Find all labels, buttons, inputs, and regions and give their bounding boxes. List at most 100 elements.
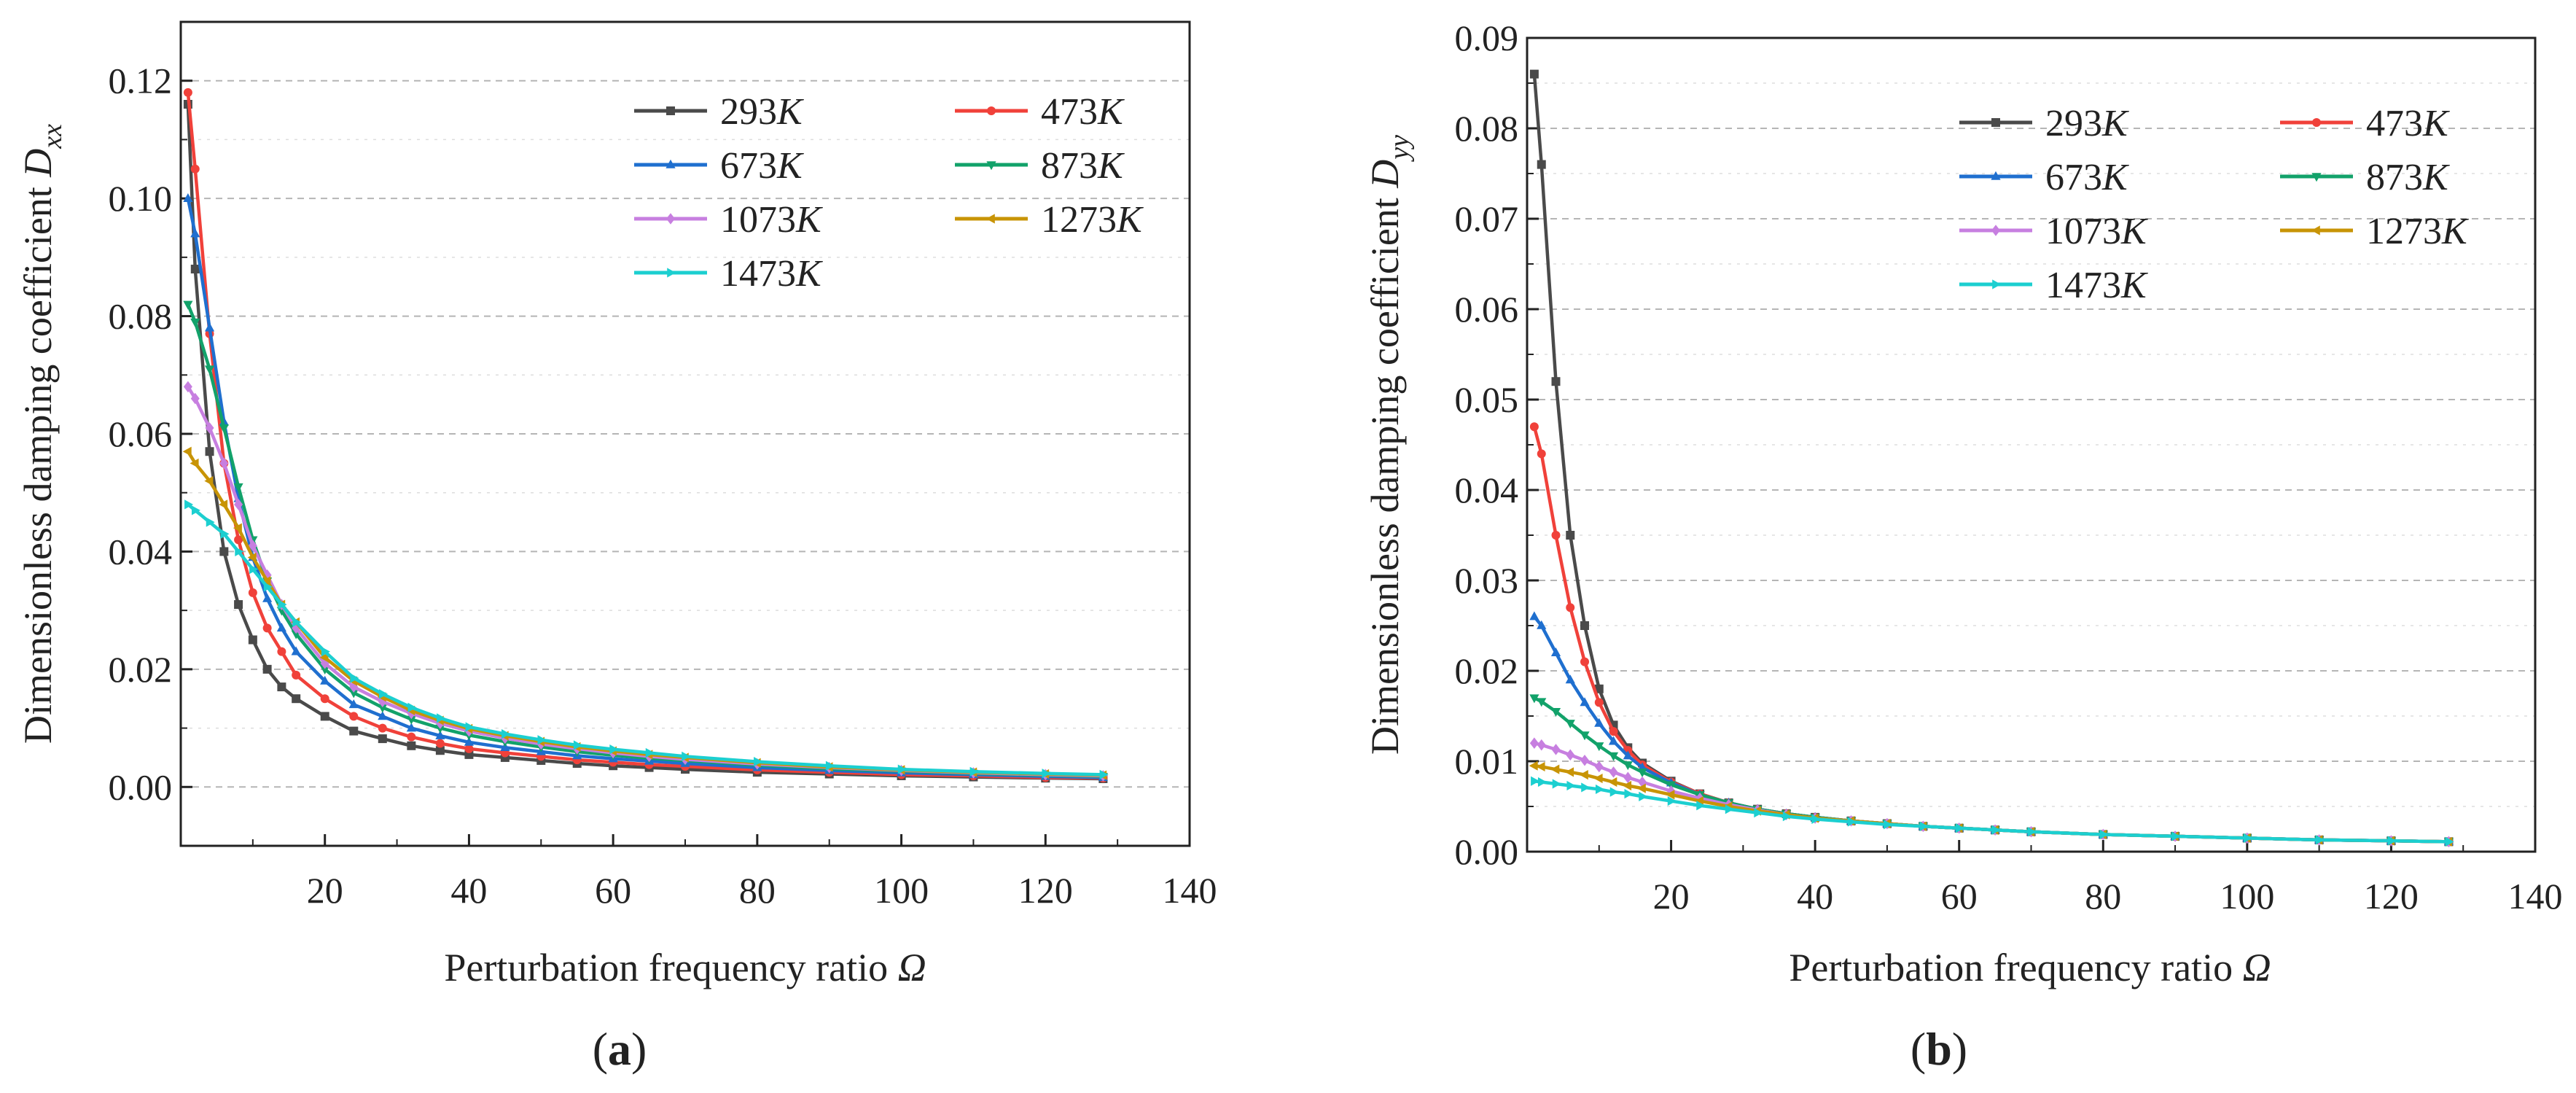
data-point xyxy=(234,600,243,610)
data-point xyxy=(464,736,475,746)
series-line-293K xyxy=(1532,74,2449,844)
series-1473K xyxy=(1531,776,2454,847)
data-point xyxy=(263,582,273,592)
x-tick-label: 120 xyxy=(2364,876,2419,917)
data-point xyxy=(379,689,388,699)
data-point xyxy=(1565,720,1575,729)
data-point xyxy=(1580,754,1590,766)
data-point xyxy=(1595,784,1604,795)
data-point xyxy=(249,564,259,575)
data-point xyxy=(2244,833,2253,843)
data-point xyxy=(1608,752,1619,761)
data-point xyxy=(897,764,907,774)
data-point xyxy=(378,723,387,733)
x-tick-label: 20 xyxy=(1653,876,1690,917)
legend-label: 473K xyxy=(1041,91,1125,133)
data-point xyxy=(204,365,215,375)
data-point xyxy=(348,689,359,699)
legend-item-873K: 873K xyxy=(955,145,1125,187)
y-tick-label: 0.00 xyxy=(1455,831,1519,872)
data-point xyxy=(1566,603,1575,612)
data-point xyxy=(1537,449,1546,459)
data-point xyxy=(191,505,200,516)
x-axis-title: Perturbation frequency ratio Ω xyxy=(1789,946,2271,989)
data-point xyxy=(573,740,582,750)
data-point xyxy=(219,457,229,470)
data-point xyxy=(350,673,359,683)
legend-swatch-marker xyxy=(1991,225,2000,236)
data-point xyxy=(1955,823,1964,833)
data-point xyxy=(183,300,193,310)
data-point xyxy=(1580,657,1590,666)
x-tick-label: 140 xyxy=(2508,876,2563,917)
legend-swatch-marker xyxy=(1991,118,2000,127)
data-point xyxy=(1529,761,1538,771)
legend-swatch-marker xyxy=(2311,173,2322,182)
y-tick-label: 0.02 xyxy=(109,649,173,690)
y-axis-title: Dimensionless damping coefficient Dxx xyxy=(16,124,68,744)
legend-swatch-marker xyxy=(987,106,996,115)
data-point xyxy=(349,712,359,721)
data-point xyxy=(205,422,214,434)
legend-item-473K: 473K xyxy=(955,91,1125,133)
data-point xyxy=(1566,749,1575,761)
legend: 293K 473K 673K 873K 1073K 1273K 1473K xyxy=(1959,103,2469,306)
data-point xyxy=(348,699,359,709)
series-293K xyxy=(183,100,1108,783)
legend-swatch-marker xyxy=(1992,279,2002,289)
y-tick-label: 0.08 xyxy=(109,296,173,337)
legend-item-673K: 673K xyxy=(634,145,804,187)
data-point xyxy=(183,87,192,97)
data-point xyxy=(1623,771,1633,784)
data-point xyxy=(292,694,301,704)
data-point xyxy=(1754,808,1763,818)
legend-item-673K: 673K xyxy=(1959,157,2129,198)
legend-item-293K: 293K xyxy=(1959,103,2129,144)
data-point xyxy=(320,666,330,675)
data-point xyxy=(235,546,244,557)
data-point xyxy=(1623,780,1632,791)
y-tick-label: 0.06 xyxy=(109,413,173,454)
data-point xyxy=(378,734,387,744)
legend-item-293K: 293K xyxy=(634,91,804,133)
x-tick-label: 80 xyxy=(2085,876,2121,917)
data-point xyxy=(204,475,214,486)
series-line-1473K xyxy=(187,503,1104,777)
data-point xyxy=(233,523,242,533)
data-point xyxy=(2099,829,2109,840)
data-point xyxy=(183,192,193,202)
y-tick-label: 0.02 xyxy=(1455,650,1519,691)
data-point xyxy=(220,529,230,539)
x-tick-label: 40 xyxy=(450,870,487,911)
data-point xyxy=(1594,698,1604,707)
legend-swatch-marker xyxy=(666,213,675,225)
legend-label: 673K xyxy=(2045,157,2129,198)
data-point xyxy=(1551,744,1561,755)
data-point xyxy=(1594,761,1604,773)
data-point xyxy=(1623,761,1633,771)
data-point xyxy=(1594,684,1604,693)
data-point xyxy=(1593,773,1603,784)
legend: 293K 473K 673K 873K 1073K 1273K 1473K xyxy=(634,91,1144,295)
x-tick-label: 20 xyxy=(307,870,343,911)
data-point xyxy=(406,723,416,732)
data-point xyxy=(276,623,286,632)
data-point xyxy=(407,702,417,712)
x-tick-label: 60 xyxy=(1941,876,1978,917)
y-tick-label: 0.05 xyxy=(1455,379,1519,420)
y-tick-label: 0.10 xyxy=(109,178,173,219)
data-point xyxy=(1566,531,1575,540)
data-point xyxy=(1550,647,1561,656)
data-point xyxy=(2445,836,2454,847)
legend-item-1273K: 1273K xyxy=(2280,211,2469,252)
y-tick-label: 0.03 xyxy=(1455,560,1519,601)
data-point xyxy=(320,712,329,721)
data-point xyxy=(190,265,200,273)
data-point xyxy=(278,599,287,610)
data-point xyxy=(406,715,416,725)
series-line-673K xyxy=(1533,615,2449,844)
data-point xyxy=(190,458,199,468)
series-873K xyxy=(183,300,1108,782)
legend-swatch-marker xyxy=(1991,171,2001,180)
